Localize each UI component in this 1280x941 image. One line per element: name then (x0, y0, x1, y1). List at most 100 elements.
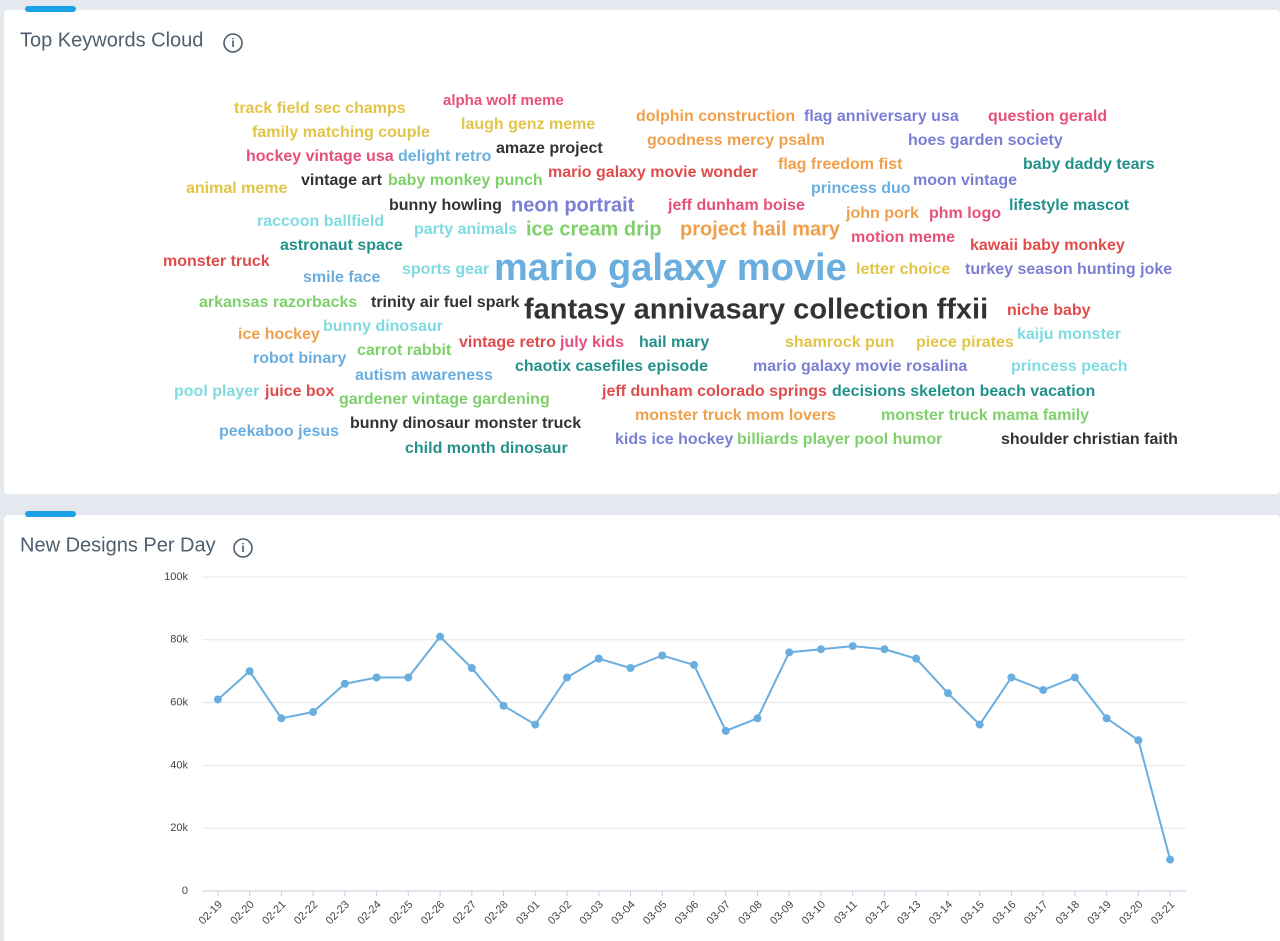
keyword[interactable]: princess peach (1011, 358, 1128, 375)
keyword[interactable]: peekaboo jesus (219, 423, 339, 440)
data-point (340, 679, 349, 688)
keyword[interactable]: pool player (174, 383, 259, 400)
keyword[interactable]: turkey season hunting joke (965, 261, 1172, 278)
keyword[interactable]: chaotix casefiles episode (515, 358, 708, 375)
keyword[interactable]: autism awareness (355, 367, 493, 384)
keyword[interactable]: lifestyle mascot (1009, 197, 1130, 214)
keyword[interactable]: juice box (264, 383, 334, 400)
data-point (1070, 673, 1079, 682)
data-point (1007, 673, 1016, 682)
keyword[interactable]: hail mary (639, 334, 709, 351)
keyword[interactable]: laugh genz meme (461, 116, 595, 133)
data-point (436, 632, 445, 641)
keyword[interactable]: neon portrait (511, 194, 635, 216)
keyword[interactable]: sports gear (402, 261, 489, 278)
y-tick-label: 20k (170, 822, 188, 834)
keyword[interactable]: shamrock pun (785, 334, 894, 351)
keyword[interactable]: project hail mary (680, 218, 841, 240)
data-point (372, 673, 381, 682)
keyword[interactable]: vintage retro (459, 334, 556, 351)
data-point (1039, 686, 1048, 695)
data-point (404, 673, 413, 682)
keyword[interactable]: ice cream drip (526, 218, 662, 240)
data-point (753, 714, 762, 723)
keyword[interactable]: letter choice (856, 261, 950, 278)
keyword[interactable]: john pork (845, 205, 919, 222)
keyword[interactable]: question gerald (988, 108, 1107, 125)
panel-title: Top Keywords Cloud (20, 29, 203, 51)
keyword[interactable]: piece pirates (916, 334, 1014, 351)
keyword[interactable]: kids ice hockey (615, 431, 733, 448)
keyword[interactable]: raccoon ballfield (257, 213, 384, 230)
data-point (721, 726, 730, 735)
keyword[interactable]: smile face (303, 269, 380, 286)
keyword[interactable]: mario galaxy movie wonder (548, 164, 758, 181)
keyword[interactable]: flag anniversary usa (804, 108, 959, 125)
keyword[interactable]: delight retro (398, 148, 492, 165)
keyword[interactable]: bunny howling (389, 197, 502, 214)
keyword[interactable]: party animals (414, 221, 517, 238)
panel-accent (25, 511, 76, 517)
keyword[interactable]: monster truck (163, 253, 270, 270)
keyword[interactable]: baby daddy tears (1023, 156, 1155, 173)
keyword[interactable]: shoulder christian faith (1001, 431, 1178, 448)
y-tick-label: 80k (170, 634, 188, 646)
keyword[interactable]: animal meme (186, 180, 287, 197)
keyword[interactable]: robot binary (253, 350, 346, 367)
keyword[interactable]: phm logo (929, 205, 1001, 222)
keyword[interactable]: jeff dunham colorado springs (601, 383, 827, 400)
keyword[interactable]: bunny dinosaur monster truck (350, 415, 581, 432)
keyword-cloud: track field sec champs alpha wolf meme dol… (163, 92, 1178, 457)
keyword[interactable]: carrot rabbit (357, 342, 452, 359)
keyword[interactable]: baby monkey punch (388, 172, 543, 189)
keyword[interactable]: bunny dinosaur (323, 318, 443, 335)
svg-text:i: i (231, 36, 234, 50)
keyword[interactable]: kaiju monster (1017, 326, 1121, 343)
keyword[interactable]: billiards player pool humor (737, 431, 942, 448)
keyword[interactable]: astronaut space (280, 237, 403, 254)
keyword[interactable]: mario galaxy movie rosalina (753, 358, 967, 375)
keyword[interactable]: arkansas razorbacks (199, 294, 357, 311)
keyword[interactable]: motion meme (851, 229, 955, 246)
keyword[interactable]: track field sec champs (234, 100, 406, 117)
keyword[interactable]: family matching couple (252, 124, 430, 141)
data-point (563, 673, 572, 682)
info-icon[interactable]: i (233, 538, 253, 558)
data-point (467, 664, 476, 673)
keyword[interactable]: ice hockey (238, 326, 320, 343)
data-point (594, 654, 603, 663)
keyword[interactable]: hockey vintage usa (246, 148, 394, 165)
keyword[interactable]: mario galaxy movie (494, 247, 847, 289)
data-point (1102, 714, 1111, 723)
data-point (975, 720, 984, 729)
keyword[interactable]: princess duo (811, 180, 911, 197)
keyword[interactable]: dolphin construction (636, 108, 795, 125)
keyword[interactable]: jeff dunham boise (667, 197, 805, 214)
keyword[interactable]: july kids (559, 334, 624, 351)
keyword[interactable]: alpha wolf meme (443, 92, 564, 109)
keyword[interactable]: niche baby (1007, 302, 1091, 319)
data-point (499, 701, 508, 710)
data-point (658, 651, 667, 660)
keyword[interactable]: amaze project (496, 140, 603, 157)
data-point (816, 645, 825, 654)
keyword[interactable]: monster truck mama family (881, 407, 1089, 424)
keyword[interactable]: kawaii baby monkey (970, 237, 1125, 254)
keyword[interactable]: gardener vintage gardening (339, 391, 550, 408)
info-icon[interactable]: i (223, 33, 243, 53)
y-tick-label: 0 (182, 885, 188, 897)
keyword[interactable]: trinity air fuel spark (371, 294, 520, 311)
keyword[interactable]: fantasy annivasary collection ffxii (524, 294, 988, 326)
keyword[interactable]: vintage art (301, 172, 383, 189)
y-tick-label: 40k (170, 759, 188, 771)
keyword[interactable]: monster truck mom lovers (635, 407, 836, 424)
keyword[interactable]: decisions skeleton beach vacation (832, 383, 1095, 400)
keyword[interactable]: flag freedom fist (778, 156, 903, 173)
keyword[interactable]: child month dinosaur (405, 440, 568, 457)
data-point (912, 654, 921, 663)
keyword[interactable]: moon vintage (913, 172, 1017, 189)
keyword[interactable]: hoes garden society (908, 132, 1063, 149)
data-point (309, 708, 318, 717)
keyword[interactable]: goodness mercy psalm (647, 132, 825, 149)
